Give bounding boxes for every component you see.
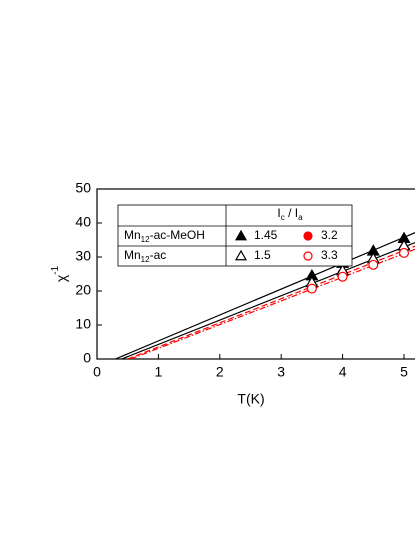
y-label-main: χ <box>53 274 69 282</box>
fit-line <box>130 248 415 359</box>
data-point <box>337 271 348 282</box>
legend-header-part: I <box>277 206 280 220</box>
legend-label-part: -ac <box>150 248 167 262</box>
x-tick-label: 5 <box>400 364 408 380</box>
legend-label-part: 12 <box>141 235 150 244</box>
legend-row-label: Mn12-ac <box>124 248 166 264</box>
legend-header: Ic / Ia <box>277 206 303 222</box>
y-tick-label: 20 <box>75 282 91 298</box>
legend-entry: 3.2 <box>321 228 338 242</box>
legend-entry: 1.5 <box>254 248 271 262</box>
data-point <box>368 259 379 270</box>
y-tick-label: 30 <box>75 248 91 264</box>
legend-box <box>117 204 353 267</box>
legend-marker <box>303 251 313 261</box>
y-label-sup: -1 <box>50 265 61 274</box>
x-tick-label: 4 <box>339 364 347 380</box>
legend-header-part: / I <box>285 206 298 220</box>
x-tick-label: 3 <box>277 364 285 380</box>
y-tick-label: 0 <box>83 350 91 366</box>
legend-label-part: Mn <box>124 228 141 242</box>
fit-line <box>115 232 415 359</box>
y-axis-label: χ-1 <box>50 265 69 282</box>
legend-label-part: 12 <box>141 255 150 264</box>
fit-line <box>121 241 415 359</box>
legend-entry: 3.3 <box>321 248 338 262</box>
legend-header-part: c <box>281 213 285 222</box>
legend-label-part: -ac-MeOH <box>150 228 205 242</box>
legend-header-part: a <box>298 213 303 222</box>
data-point <box>399 247 410 258</box>
legend-marker <box>303 231 313 241</box>
legend-row-label: Mn12-ac-MeOH <box>124 228 205 244</box>
x-tick-label: 1 <box>155 364 163 380</box>
x-axis-label: T(K) <box>237 391 264 407</box>
legend-label-part: Mn <box>124 248 141 262</box>
y-tick-label: 40 <box>75 214 91 230</box>
x-tick-label: 0 <box>93 364 101 380</box>
legend-entry: 1.45 <box>254 228 278 242</box>
y-tick-label: 50 <box>75 180 91 196</box>
y-tick-label: 10 <box>75 316 91 332</box>
x-tick-label: 2 <box>216 364 224 380</box>
data-point <box>306 283 317 294</box>
legend-marker <box>234 229 248 241</box>
legend-marker <box>234 249 248 261</box>
